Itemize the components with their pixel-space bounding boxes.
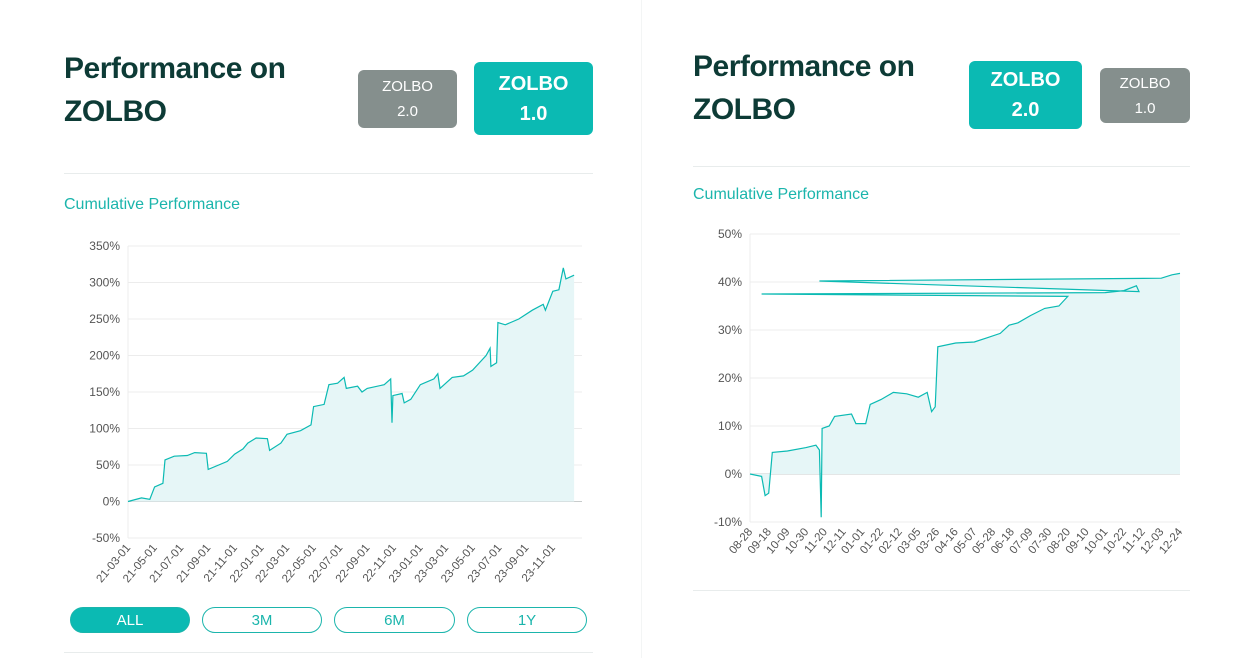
chart-subtitle: Cumulative Performance bbox=[693, 186, 870, 203]
button-label: 1.0 bbox=[519, 102, 548, 125]
button-label: 2.0 bbox=[397, 103, 418, 120]
zolbo-1-0-button[interactable]: ZOLBO 1.0 bbox=[1100, 68, 1190, 123]
right-page-title: Performance on ZOLBO bbox=[693, 45, 915, 131]
divider bbox=[64, 652, 593, 653]
y-tick-label: 10% bbox=[718, 419, 742, 433]
y-tick-label: 350% bbox=[89, 239, 120, 253]
performance-line bbox=[127, 267, 575, 503]
zolbo-1-0-button[interactable]: ZOLBO 1.0 bbox=[474, 62, 593, 135]
cumulative-performance-chart-left: 350%300%250%200%150%100%50%0%-50%21-03-0… bbox=[89, 239, 582, 585]
y-tick-label: 300% bbox=[89, 276, 120, 290]
button-label: ZOLBO bbox=[1119, 74, 1171, 92]
y-tick-label: -50% bbox=[92, 531, 120, 545]
performance-line bbox=[749, 272, 1181, 518]
title-line: ZOLBO bbox=[64, 95, 167, 128]
cumulative-performance-chart-right: 50%40%30%20%10%0%-10%08-2809-1810-0910-3… bbox=[714, 227, 1186, 556]
left-page-title: Performance on ZOLBO bbox=[64, 47, 286, 133]
range-6m-button[interactable]: 6M bbox=[334, 607, 455, 633]
y-tick-label: 50% bbox=[718, 227, 742, 241]
range-1y-button[interactable]: 1Y bbox=[467, 607, 587, 633]
chart-subtitle: Cumulative Performance bbox=[64, 196, 241, 213]
y-tick-label: 20% bbox=[718, 371, 742, 385]
y-tick-label: 100% bbox=[89, 422, 120, 436]
button-label: 1.0 bbox=[1134, 99, 1156, 117]
button-label: ZOLBO bbox=[498, 72, 569, 95]
divider bbox=[64, 173, 593, 174]
button-label: ZOLBO bbox=[990, 69, 1061, 91]
y-tick-label: 0% bbox=[725, 467, 743, 481]
range-all-button[interactable]: ALL bbox=[70, 607, 190, 633]
area-fill bbox=[128, 267, 575, 502]
range-3m-button[interactable]: 3M bbox=[202, 607, 322, 633]
y-tick-label: 150% bbox=[89, 385, 120, 399]
title-line: Performance on bbox=[64, 52, 286, 85]
y-tick-label: 30% bbox=[718, 323, 742, 337]
y-tick-label: -10% bbox=[714, 515, 742, 529]
title-line: ZOLBO bbox=[693, 93, 796, 126]
y-tick-label: 250% bbox=[89, 312, 120, 326]
area-fill bbox=[750, 273, 1180, 518]
panel-separator bbox=[641, 0, 642, 658]
button-label: ZOLBO bbox=[382, 78, 433, 95]
divider bbox=[693, 166, 1190, 167]
y-tick-label: 50% bbox=[96, 458, 120, 472]
zolbo-2-0-button[interactable]: ZOLBO 2.0 bbox=[969, 61, 1082, 129]
y-tick-label: 40% bbox=[718, 275, 742, 289]
y-tick-label: 200% bbox=[89, 349, 120, 363]
divider bbox=[693, 590, 1190, 591]
title-line: Performance on bbox=[693, 50, 915, 83]
button-label: 2.0 bbox=[1011, 99, 1040, 121]
zolbo-2-0-button[interactable]: ZOLBO 2.0 bbox=[358, 70, 457, 128]
y-tick-label: 0% bbox=[103, 495, 121, 509]
